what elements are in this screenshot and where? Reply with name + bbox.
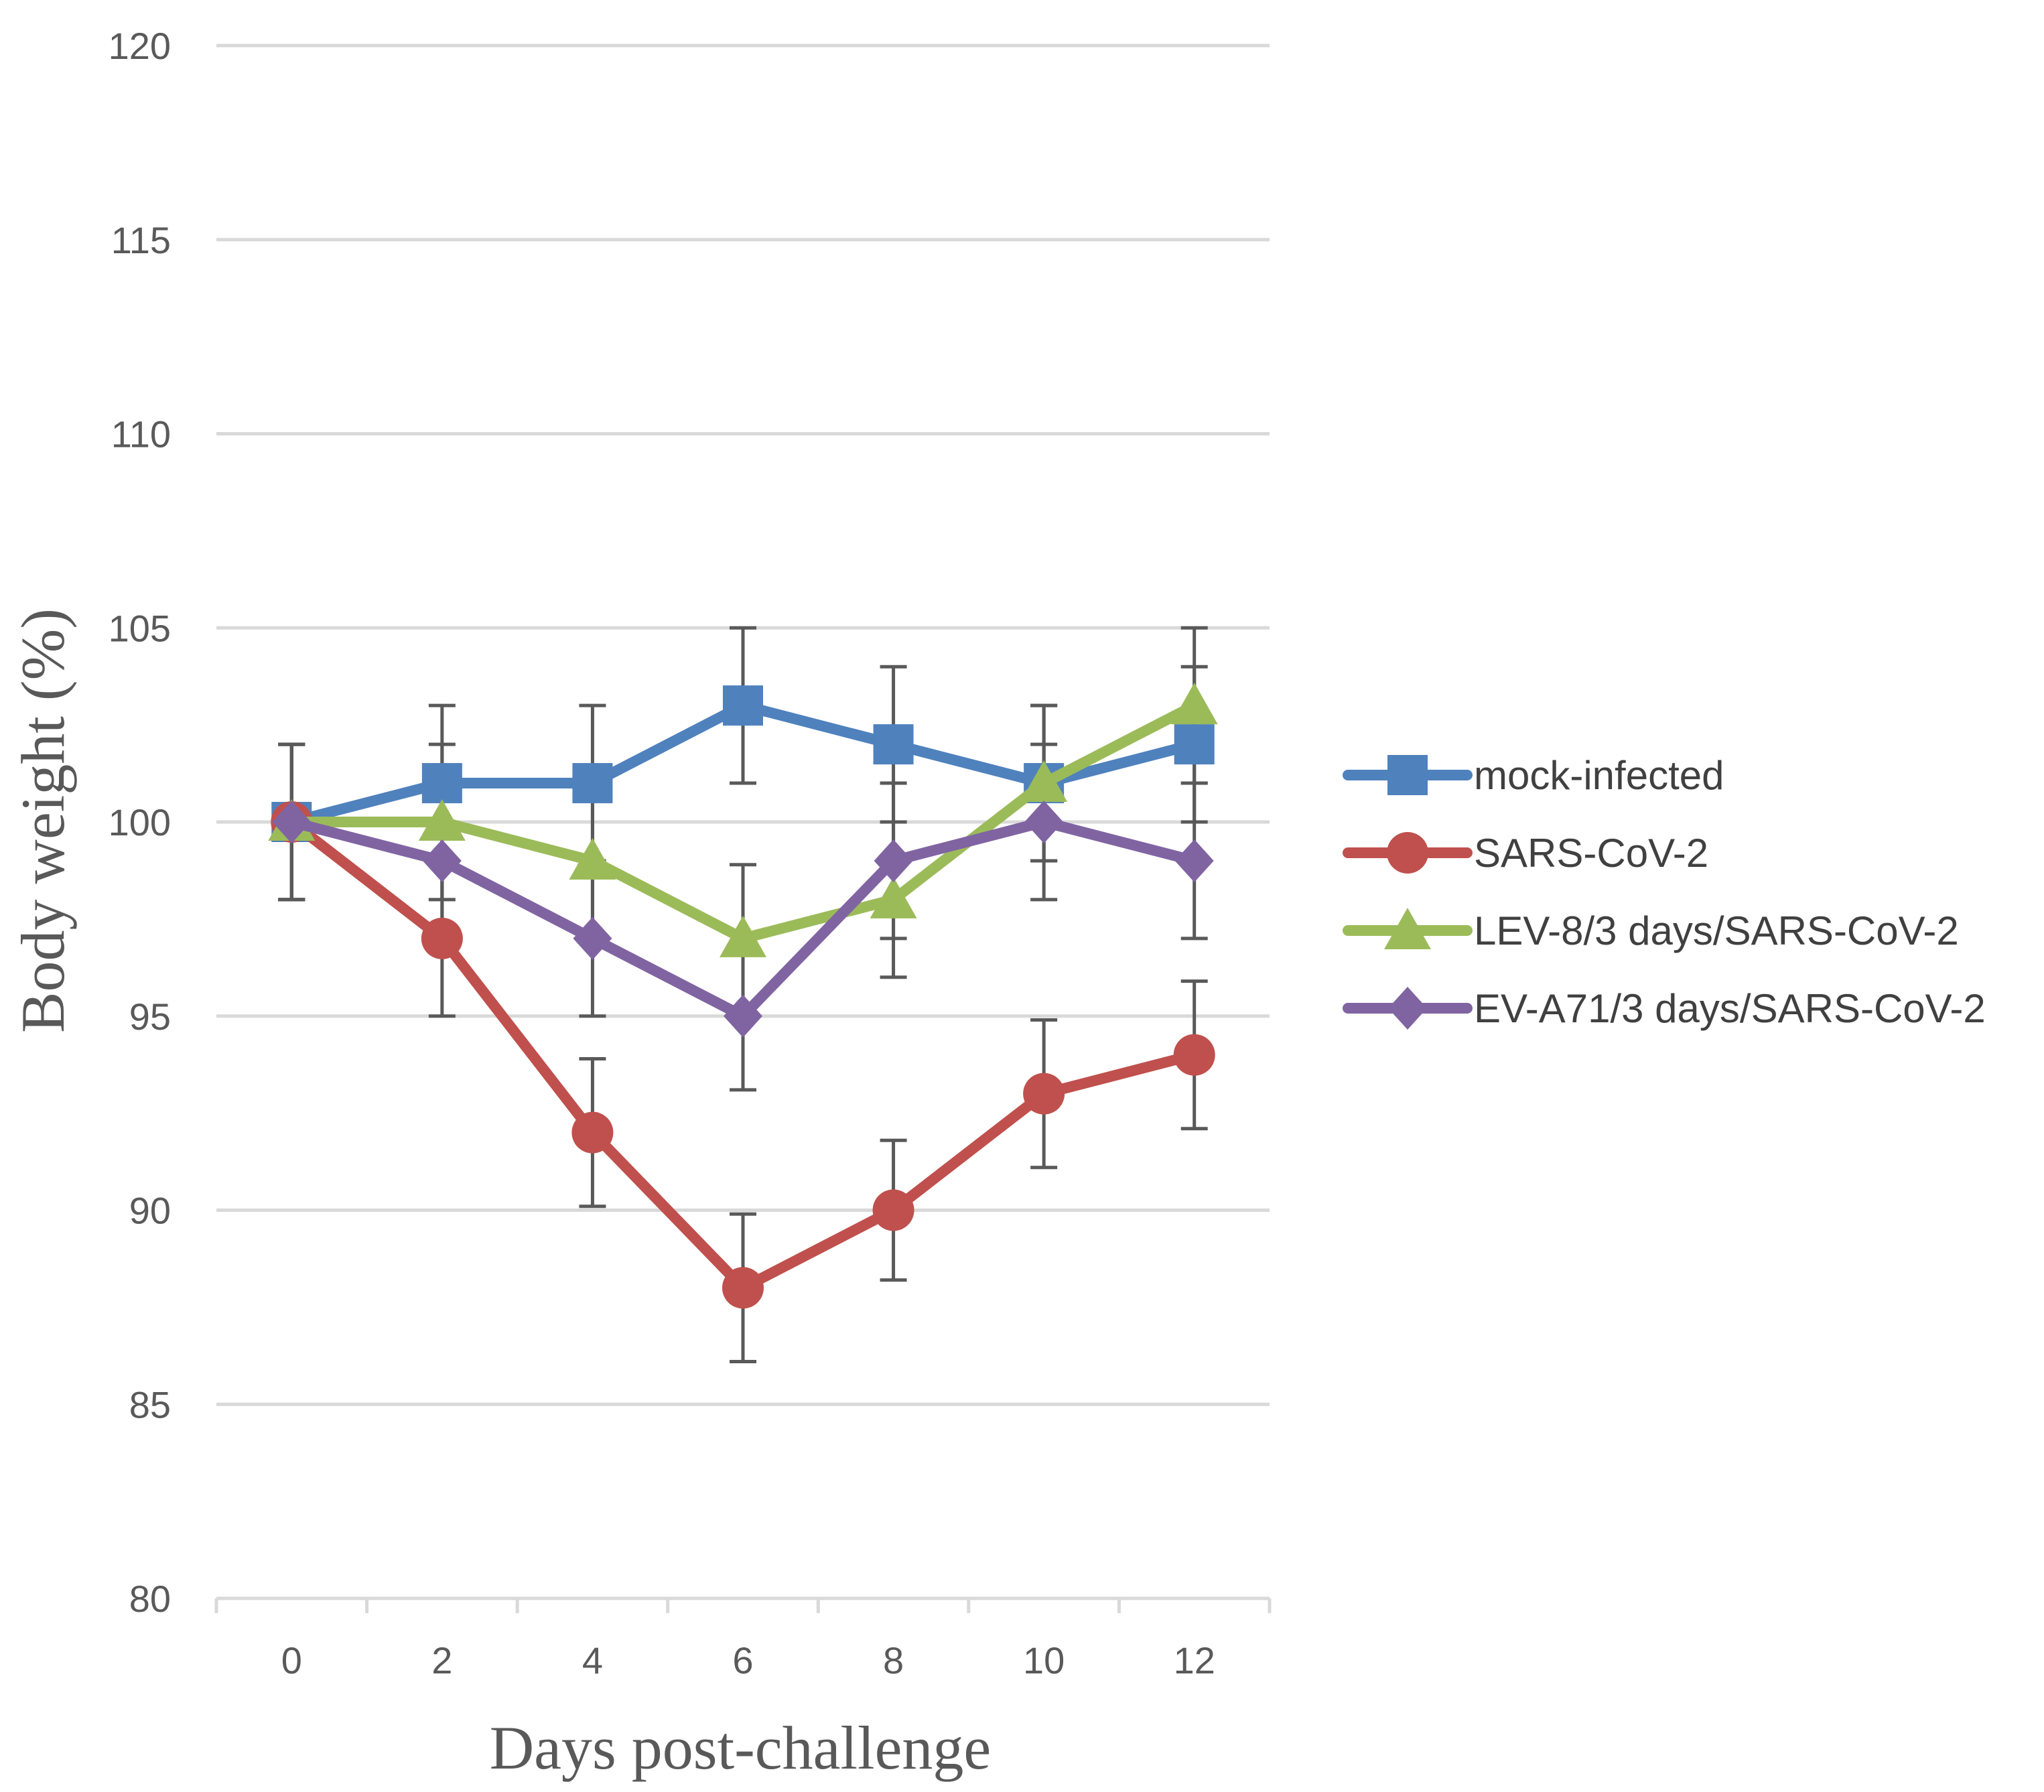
x-tick-label: 0 — [281, 1639, 302, 1681]
data-point — [418, 799, 466, 841]
data-point — [870, 876, 917, 918]
data-point — [1174, 724, 1215, 765]
data-point — [422, 839, 462, 882]
y-tick-label: 115 — [111, 219, 171, 261]
x-tick-label: 2 — [431, 1639, 452, 1681]
y-tick-label: 85 — [129, 1383, 171, 1426]
legend-item: LEV-8/3 days/SARS-CoV-2 — [1343, 908, 1959, 953]
y-tick-label: 95 — [129, 995, 171, 1038]
data-point — [873, 724, 914, 765]
x-tick-label: 12 — [1174, 1639, 1215, 1681]
legend-swatch-marker — [1387, 755, 1428, 795]
legend: mock-infected SARS-CoV-2 LEV-8/3 days/SARS… — [1343, 753, 1986, 1031]
y-tick-label: 120 — [109, 25, 171, 67]
y-tick-label: 80 — [129, 1578, 171, 1620]
data-point — [874, 839, 913, 882]
legend-label: EV-A71/3 days/SARS-CoV-2 — [1474, 986, 1986, 1031]
legend-swatch-marker — [1388, 987, 1427, 1030]
y-axis-title: Body weight (%) — [9, 608, 77, 1033]
data-point — [723, 685, 763, 726]
legend-label: SARS-CoV-2 — [1474, 831, 1708, 876]
data-point — [272, 801, 312, 843]
x-axis-title: Days post-challenge — [490, 1714, 992, 1782]
legend-swatch-marker — [1387, 832, 1428, 874]
data-point — [569, 837, 616, 880]
data-point — [571, 1111, 614, 1154]
x-tick-label: 8 — [883, 1639, 904, 1681]
data-point — [1173, 1034, 1215, 1076]
y-tick-label: 110 — [111, 413, 171, 456]
x-tick-label: 4 — [582, 1639, 603, 1681]
data-point — [421, 763, 462, 804]
data-point — [421, 917, 463, 959]
data-point — [722, 1267, 764, 1309]
legend-item: mock-infected — [1343, 753, 1724, 798]
legend-item: EV-A71/3 days/SARS-CoV-2 — [1343, 986, 1986, 1031]
y-tick-label: 105 — [109, 607, 171, 649]
series-2 — [271, 801, 1215, 1309]
data-point — [872, 1189, 914, 1231]
y-tick-label: 90 — [129, 1190, 171, 1232]
axes: 80 85 90 95 100 105 110 115 120 0 2 4 6 8 10 12 — [109, 25, 1272, 1681]
data-point — [1174, 839, 1214, 882]
legend-item: SARS-CoV-2 — [1343, 831, 1708, 876]
x-tick-label: 6 — [732, 1639, 753, 1681]
y-tick-label: 100 — [109, 801, 171, 843]
data-point — [720, 915, 766, 957]
legend-swatch-marker — [1384, 908, 1431, 949]
data-point — [573, 916, 612, 960]
series-4 — [272, 801, 1214, 1038]
data-point — [724, 994, 762, 1038]
data-point — [1023, 1073, 1065, 1115]
data-point — [1024, 801, 1064, 843]
data-point — [1020, 760, 1068, 803]
x-tick-label: 10 — [1023, 1639, 1065, 1681]
data-point — [572, 763, 613, 804]
data-point — [1170, 683, 1218, 725]
series-3 — [268, 683, 1218, 957]
legend-label: LEV-8/3 days/SARS-CoV-2 — [1474, 908, 1959, 953]
legend-label: mock-infected — [1474, 753, 1724, 798]
series — [268, 683, 1218, 1309]
